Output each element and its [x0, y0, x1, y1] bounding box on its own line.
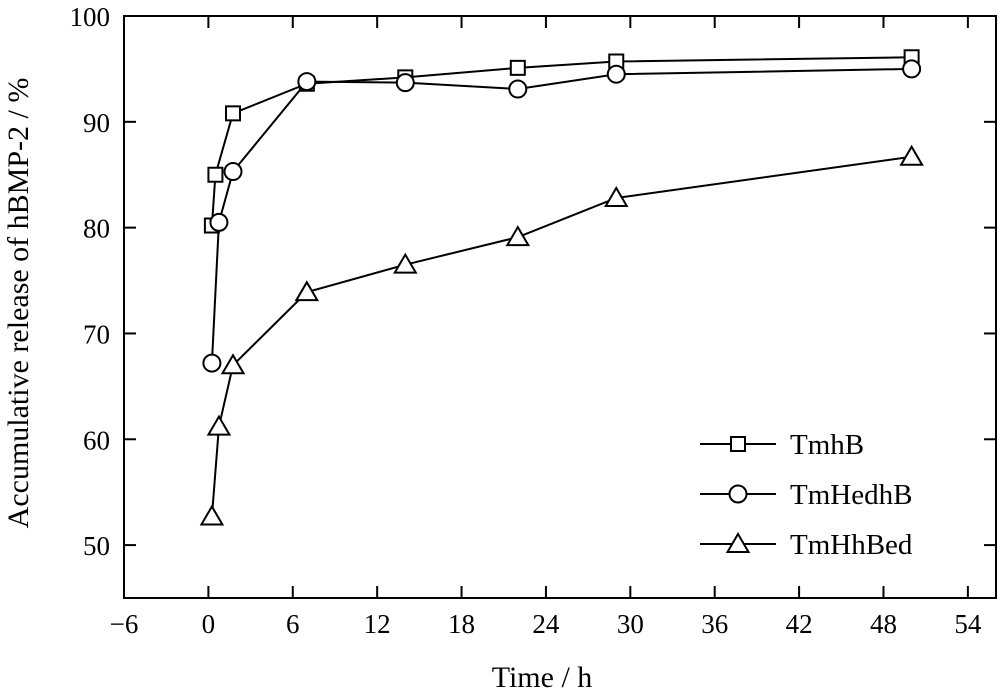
x-tick-label: 24 — [532, 609, 560, 639]
series-line — [210, 155, 912, 517]
y-tick-label: 90 — [83, 108, 110, 138]
data-point-circle — [606, 64, 626, 84]
x-tick-label: 18 — [448, 609, 475, 639]
series-line — [210, 67, 912, 364]
data-point-circle — [209, 212, 229, 232]
data-point-triangle — [899, 144, 924, 166]
y-tick-label: 80 — [83, 214, 110, 244]
x-tick-label: 30 — [617, 609, 644, 639]
data-point-circle — [297, 72, 317, 92]
x-tick-label: 6 — [286, 609, 300, 639]
x-tick-label: 48 — [870, 609, 897, 639]
data-point-triangle — [604, 186, 629, 208]
data-point-triangle — [206, 414, 232, 436]
data-point-square — [509, 59, 526, 76]
data-point-circle — [902, 59, 922, 79]
data-point-square — [207, 166, 224, 183]
legend-item: TmhB — [700, 429, 864, 461]
y-tick-label: 100 — [70, 2, 111, 32]
x-axis-title: Time / h — [492, 661, 593, 694]
legend-label: TmHedhB — [790, 479, 912, 511]
y-tick-label: 70 — [83, 319, 110, 349]
data-point-triangle — [393, 252, 418, 274]
x-tick-label: 36 — [701, 609, 728, 639]
series-TmHedhB — [202, 59, 922, 373]
legend-marker-square — [730, 436, 746, 452]
legend-label: TmHhBed — [790, 529, 913, 561]
data-point-circle — [202, 353, 222, 373]
data-point-triangle — [199, 504, 225, 526]
legend-item: TmHedhB — [700, 479, 912, 511]
legend-marker-triangle — [725, 532, 751, 553]
series-TmHhBed — [199, 144, 924, 526]
legend-marker-circle — [728, 484, 748, 504]
y-tick-label: 50 — [83, 531, 110, 561]
legend-item: TmHhBed — [700, 529, 913, 561]
x-tick-label: 42 — [786, 609, 813, 639]
data-point-triangle — [505, 225, 531, 247]
data-point-circle — [223, 162, 243, 182]
x-tick-label: −6 — [110, 609, 139, 639]
x-tick-label: 12 — [364, 609, 391, 639]
legend: TmhB TmHedhB TmHhBed — [700, 429, 913, 561]
data-point-square — [225, 105, 241, 122]
x-tick-label: 0 — [202, 609, 216, 639]
plot-area-frame — [123, 15, 997, 599]
data-point-triangle — [294, 280, 320, 302]
data-point-circle — [508, 79, 528, 99]
data-point-triangle — [220, 353, 246, 375]
x-tick-label: 54 — [954, 609, 982, 639]
legend-label: TmhB — [790, 429, 864, 461]
y-axis-title: Accumulative release of hBMP-2 / % — [2, 78, 35, 529]
series-line — [210, 56, 912, 226]
y-tick-label: 60 — [83, 425, 110, 455]
data-point-circle — [395, 73, 415, 93]
